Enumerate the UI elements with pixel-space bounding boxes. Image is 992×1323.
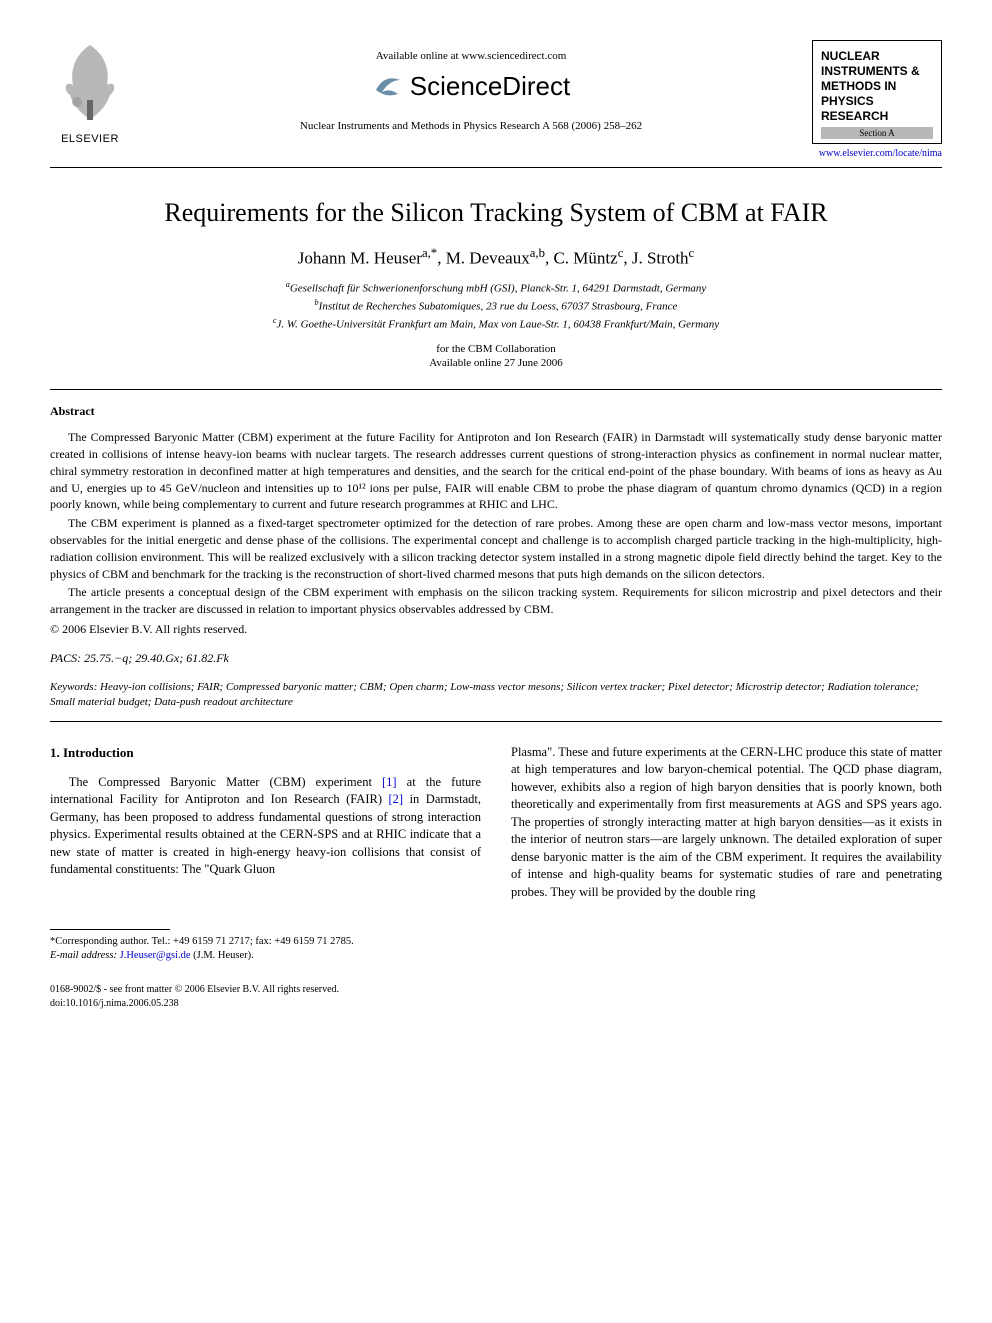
- pacs-label: PACS:: [50, 651, 81, 665]
- col-left: 1. Introduction The Compressed Baryonic …: [50, 744, 481, 964]
- abstract-body: The Compressed Baryonic Matter (CBM) exp…: [50, 429, 942, 618]
- elsevier-label: ELSEVIER: [50, 133, 130, 145]
- footer-line2: doi:10.1016/j.nima.2006.05.238: [50, 997, 942, 1011]
- abstract-top-rule: [50, 389, 942, 390]
- abstract-heading: Abstract: [50, 404, 942, 419]
- online-date: Available online 27 June 2006: [50, 357, 942, 369]
- authors: Johann M. Heusera,*, M. Deveauxa,b, C. M…: [50, 246, 942, 269]
- abstract-p3: The article presents a conceptual design…: [50, 584, 942, 618]
- available-online-text: Available online at www.sciencedirect.co…: [130, 50, 812, 62]
- sciencedirect-text: ScienceDirect: [410, 71, 570, 102]
- email-name: (J.M. Heuser).: [193, 950, 254, 961]
- pacs-codes: 25.75.−q; 29.40.Gx; 61.82.Fk: [84, 651, 229, 665]
- journal-box-title: NUCLEAR INSTRUMENTS & METHODS IN PHYSICS…: [821, 49, 933, 124]
- journal-reference: Nuclear Instruments and Methods in Physi…: [130, 120, 812, 132]
- sciencedirect-swoosh-icon: [372, 70, 404, 102]
- section-1-heading: 1. Introduction: [50, 744, 481, 762]
- pacs-line: PACS: 25.75.−q; 29.40.Gx; 61.82.Fk: [50, 651, 942, 666]
- footer-line1: 0168-9002/$ - see front matter © 2006 El…: [50, 983, 942, 997]
- journal-box-wrapper: NUCLEAR INSTRUMENTS & METHODS IN PHYSICS…: [812, 40, 942, 159]
- body-col1: The Compressed Baryonic Matter (CBM) exp…: [50, 774, 481, 879]
- body-columns: 1. Introduction The Compressed Baryonic …: [50, 744, 942, 964]
- footnote: *Corresponding author. Tel.: +49 6159 71…: [50, 935, 481, 963]
- keywords-line: Keywords: Heavy-ion collisions; FAIR; Co…: [50, 680, 942, 711]
- journal-box: NUCLEAR INSTRUMENTS & METHODS IN PHYSICS…: [812, 40, 942, 144]
- keywords-list: Heavy-ion collisions; FAIR; Compressed b…: [50, 681, 919, 708]
- journal-section-a: Section A: [821, 127, 933, 139]
- footer: 0168-9002/$ - see front matter © 2006 El…: [50, 983, 942, 1010]
- top-rule: [50, 167, 942, 168]
- footnote-rule: [50, 929, 170, 930]
- elsevier-logo: ELSEVIER: [50, 40, 130, 145]
- collaboration-note: for the CBM Collaboration: [50, 343, 942, 355]
- header-row: ELSEVIER Available online at www.science…: [50, 40, 942, 159]
- body-col2: Plasma". These and future experiments at…: [511, 744, 942, 902]
- abstract-p1: The Compressed Baryonic Matter (CBM) exp…: [50, 429, 942, 513]
- center-header: Available online at www.sciencedirect.co…: [130, 40, 812, 132]
- abstract-p2: The CBM experiment is planned as a fixed…: [50, 515, 942, 582]
- affiliations: aGesellschaft für Schwerionenforschung m…: [50, 279, 942, 333]
- affiliation-b: bInstitut de Recherches Subatomiques, 23…: [50, 297, 942, 315]
- col-right: Plasma". These and future experiments at…: [511, 744, 942, 964]
- copyright: © 2006 Elsevier B.V. All rights reserved…: [50, 622, 942, 637]
- affiliation-a: aGesellschaft für Schwerionenforschung m…: [50, 279, 942, 297]
- ref-1-link[interactable]: [1]: [382, 775, 397, 789]
- keywords-label: Keywords:: [50, 681, 97, 693]
- elsevier-tree-icon: [55, 40, 125, 125]
- affiliation-c: cJ. W. Goethe-Universität Frankfurt am M…: [50, 315, 942, 333]
- corresponding-email-link[interactable]: J.Heuser@gsi.de: [120, 950, 191, 961]
- corresponding-author: *Corresponding author. Tel.: +49 6159 71…: [50, 935, 481, 949]
- ref-2-link[interactable]: [2]: [389, 792, 404, 806]
- footnote-email-row: E-mail address: J.Heuser@gsi.de (J.M. He…: [50, 949, 481, 963]
- abstract-bottom-rule: [50, 721, 942, 722]
- email-label: E-mail address:: [50, 950, 117, 961]
- journal-homepage-link[interactable]: www.elsevier.com/locate/nima: [812, 148, 942, 159]
- article-title: Requirements for the Silicon Tracking Sy…: [50, 198, 942, 228]
- sciencedirect-logo: ScienceDirect: [130, 70, 812, 102]
